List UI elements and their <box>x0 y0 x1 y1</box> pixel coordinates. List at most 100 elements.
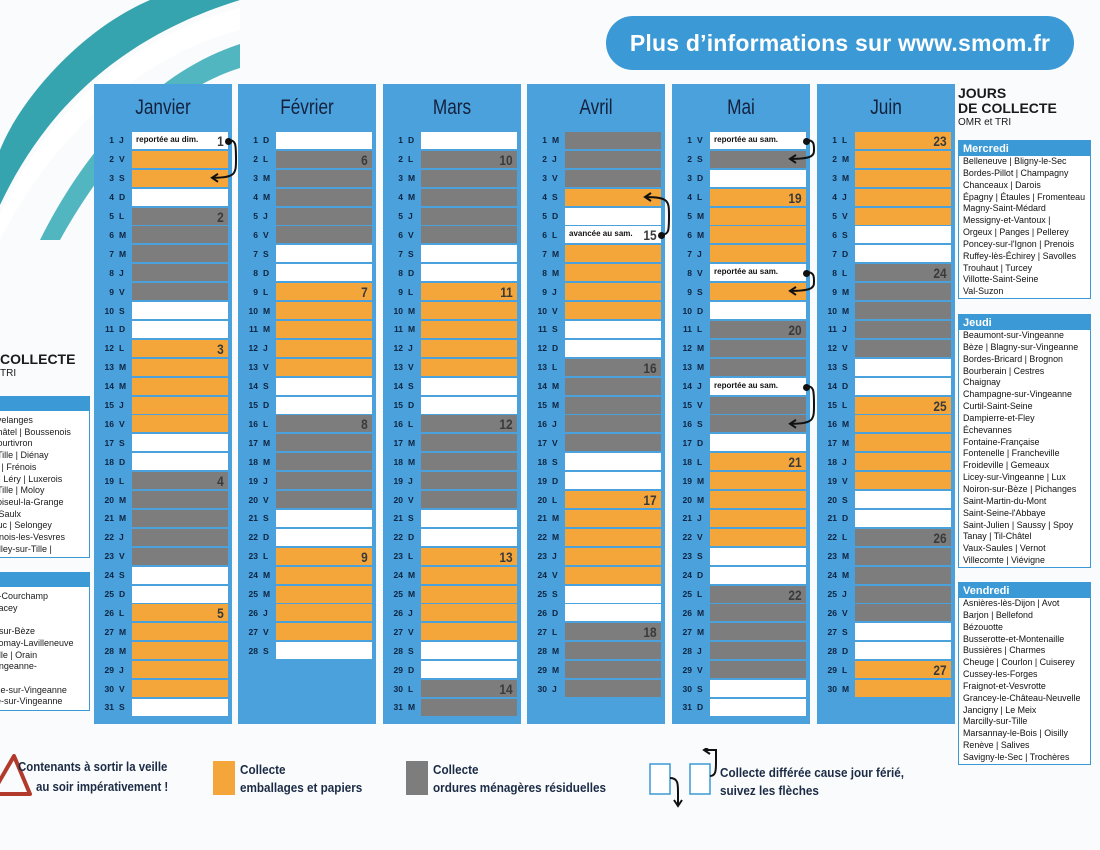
household-waste-cell <box>276 472 372 490</box>
household-waste-cell <box>276 226 372 244</box>
day-number: 15 <box>682 400 692 411</box>
day-number: 20 <box>682 494 692 505</box>
day-row: 25 S <box>531 585 661 604</box>
packaging-collection-cell <box>276 585 372 603</box>
day-row: 14 M <box>98 377 228 396</box>
day-letter: D <box>263 135 270 146</box>
no-collection-cell <box>565 472 661 490</box>
day-number: 29 <box>104 664 114 675</box>
day-number: 9 <box>542 286 547 297</box>
day-number: 18 <box>393 456 403 467</box>
day-number: 28 <box>537 645 547 656</box>
day-number: 21 <box>827 513 837 524</box>
day-number: 29 <box>682 664 692 675</box>
household-waste-cell <box>710 150 806 168</box>
day-letter: J <box>263 607 268 618</box>
day-number: 21 <box>104 513 114 524</box>
day-number: 22 <box>248 532 258 543</box>
no-collection-cell <box>565 604 661 622</box>
day-number: 23 <box>104 551 114 562</box>
day-letter: S <box>552 192 558 203</box>
day-number: 20 <box>248 494 258 505</box>
day-row: 12 L 3 <box>98 339 228 358</box>
day-letter: M <box>119 229 127 240</box>
day-number: 26 <box>393 607 403 618</box>
packaging-collection-cell <box>565 264 661 282</box>
day-letter: M <box>408 570 416 581</box>
day-number: 26 <box>827 607 837 618</box>
day-letter: J <box>842 324 847 335</box>
month-title: Juin <box>870 96 902 119</box>
day-number: 21 <box>537 513 547 524</box>
packaging-collection-cell <box>132 623 228 641</box>
day-number: 12 <box>537 343 547 354</box>
household-waste-cell: 26 <box>855 528 951 546</box>
day-number: 21 <box>393 513 403 524</box>
packaging-collection-cell <box>855 150 951 168</box>
day-number: 24 <box>248 570 258 581</box>
household-waste-cell <box>132 283 228 301</box>
day-letter: M <box>119 513 127 524</box>
day-number: 30 <box>104 683 114 694</box>
day-letter: J <box>408 607 413 618</box>
day-row: 28 S <box>387 641 517 660</box>
deferred-collection-arrow-icon <box>649 748 717 808</box>
day-number: 24 <box>682 570 692 581</box>
day-letter: M <box>119 645 127 656</box>
day-letter: V <box>408 229 414 240</box>
no-collection-cell <box>421 528 517 546</box>
household-waste-cell <box>855 585 951 603</box>
day-row: 21 S <box>242 509 372 528</box>
day-letter: D <box>263 267 270 278</box>
day-letter: V <box>408 626 414 637</box>
day-letter: J <box>119 400 124 411</box>
day-number: 25 <box>104 589 114 600</box>
packaging-collection-cell <box>276 566 372 584</box>
day-letter: M <box>263 570 271 581</box>
packaging-collection-cell <box>565 509 661 527</box>
day-letter: V <box>552 570 558 581</box>
day-row: 19 V <box>821 471 951 490</box>
packaging-collection-cell: 11 <box>421 283 517 301</box>
day-letter: M <box>552 135 560 146</box>
day-number: 3 <box>398 173 403 184</box>
day-letter: S <box>697 154 703 165</box>
day-row: 14 S <box>387 377 517 396</box>
day-row: 27 M <box>676 622 806 641</box>
day-letter: M <box>842 683 850 694</box>
day-number: 15 <box>248 400 258 411</box>
packaging-collection-cell <box>132 642 228 660</box>
no-collection-cell <box>421 377 517 395</box>
day-number: 19 <box>393 475 403 486</box>
day-number: 10 <box>393 305 403 316</box>
day-row: 22 J <box>98 528 228 547</box>
day-letter: S <box>552 456 558 467</box>
day-number: 5 <box>109 211 114 222</box>
commune-list-item: Jancigny | Le Meix <box>963 704 1037 715</box>
household-waste-cell: 14 <box>421 680 517 698</box>
day-row: 11 M <box>242 320 372 339</box>
day-letter: M <box>119 626 127 637</box>
day-letter: M <box>697 475 705 486</box>
day-number: 1 <box>398 135 403 146</box>
website-banner[interactable]: Plus d’informations sur www.smom.fr <box>606 16 1074 70</box>
no-collection-cell <box>132 188 228 206</box>
legend-arrow-line1: Collecte différée cause jour férié, <box>720 765 905 780</box>
legend-gray-line2: ordures ménagères résiduelles <box>433 780 606 795</box>
left-fragment-commune: s-Saulx <box>0 508 22 519</box>
commune-list-item: Belleneuve | Bligny-le-Sec <box>963 156 1067 166</box>
day-number: 18 <box>248 456 258 467</box>
packaging-collection-cell <box>710 245 806 263</box>
day-number: 10 <box>248 305 258 316</box>
commune-list-item: Marsannay-le-Bois | Oisilly <box>963 728 1068 739</box>
packaging-collection-cell <box>132 150 228 168</box>
day-number: 8 <box>542 267 547 278</box>
day-row: 24 D <box>676 566 806 585</box>
day-number: 2 <box>398 154 403 165</box>
commune-list-item: Busserotte-et-Montenaille <box>963 633 1065 644</box>
day-number: 21 <box>248 513 258 524</box>
day-number: 3 <box>109 173 114 184</box>
left-fragment-commune-list-1: AvelangesChâtel | BoussenoisCourtivronr-… <box>0 396 90 559</box>
